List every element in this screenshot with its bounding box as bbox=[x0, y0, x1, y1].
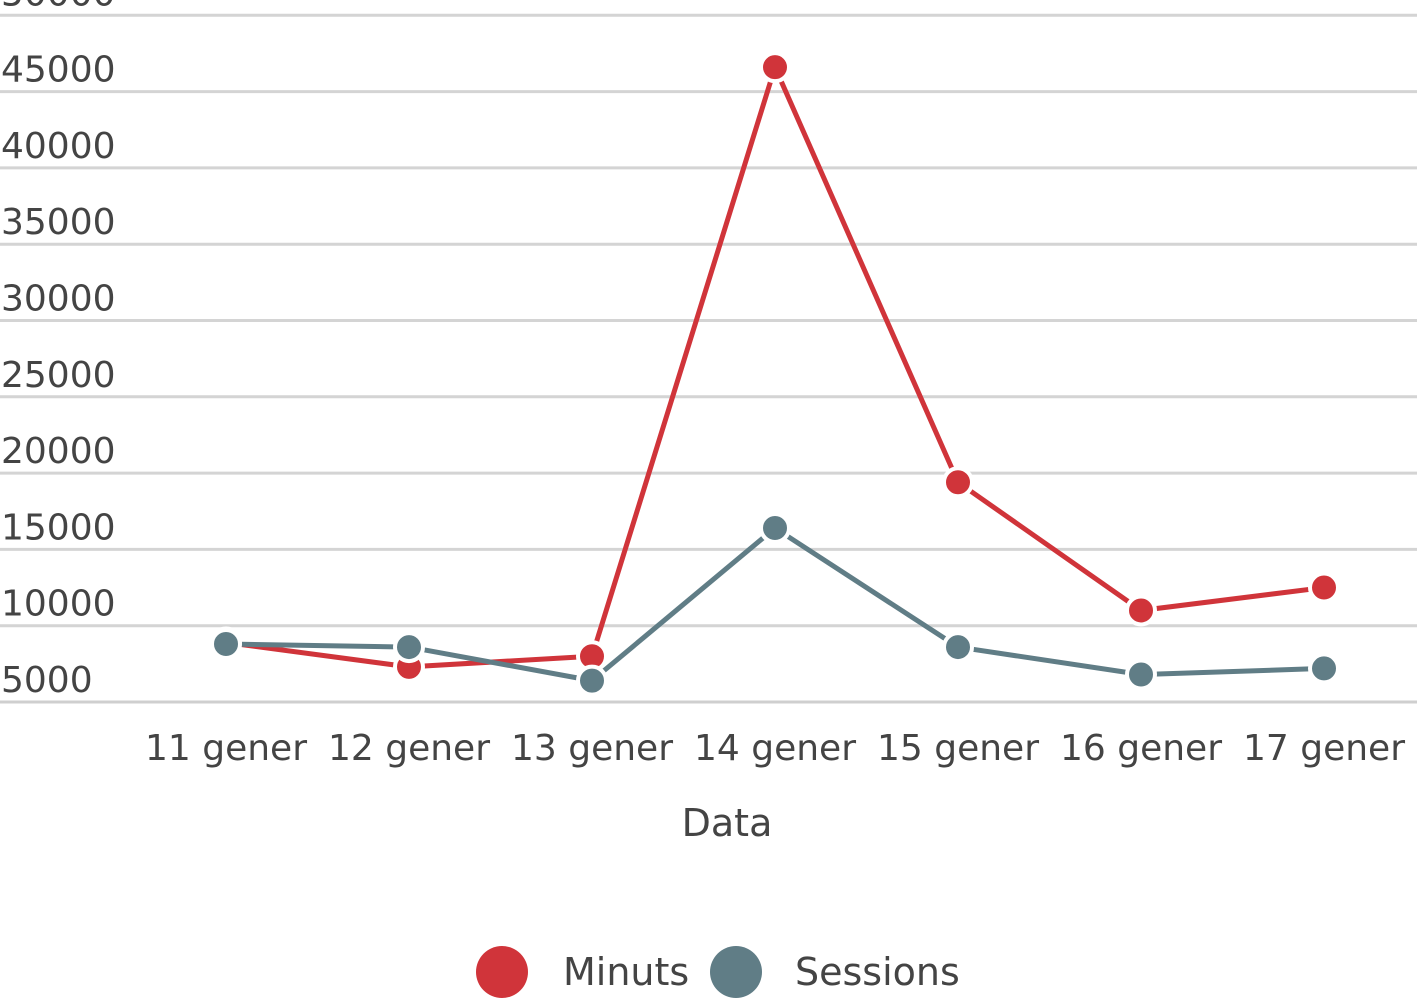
data-point-minuts[interactable] bbox=[1308, 571, 1340, 604]
y-tick-label: 25000 bbox=[1, 355, 116, 396]
x-tick-label: 11 gener bbox=[145, 728, 307, 769]
series-points bbox=[210, 51, 1340, 697]
series-line-sessions bbox=[223, 525, 1327, 684]
series-lines bbox=[223, 64, 1327, 684]
x-tick-label: 17 gener bbox=[1243, 728, 1405, 769]
y-tick-label: 20000 bbox=[1, 431, 116, 472]
data-point-minuts[interactable] bbox=[1125, 594, 1157, 627]
y-tick-label: 40000 bbox=[1, 126, 116, 167]
y-tick-label: 5000 bbox=[1, 660, 93, 701]
data-point-sessions[interactable] bbox=[210, 628, 242, 661]
x-tick-label: 16 gener bbox=[1060, 728, 1222, 769]
data-point-sessions[interactable] bbox=[393, 631, 425, 664]
legend-label-sessions[interactable]: Sessions bbox=[795, 950, 960, 994]
y-tick-label: 35000 bbox=[1, 202, 116, 243]
y-tick-label: 50000 bbox=[1, 0, 116, 14]
data-point-sessions[interactable] bbox=[1308, 652, 1340, 685]
legend-label-minuts[interactable]: Minuts bbox=[563, 950, 689, 994]
y-tick-label: 10000 bbox=[1, 584, 116, 625]
y-axis-ticks: 5000 10000 15000 20000 25000 30000 35000 40000 4… bbox=[1, 0, 116, 701]
data-point-minuts[interactable] bbox=[942, 466, 974, 499]
y-tick-label: 15000 bbox=[1, 507, 116, 548]
x-axis-ticks: 11 gener 12 gener 13 gener 14 gener 15 gener… bbox=[145, 728, 1405, 769]
x-tick-label: 13 gener bbox=[511, 728, 673, 769]
x-tick-label: 12 gener bbox=[328, 728, 490, 769]
x-tick-label: 14 gener bbox=[694, 728, 856, 769]
y-tick-label: 45000 bbox=[1, 50, 116, 91]
x-tick-label: 15 gener bbox=[877, 728, 1039, 769]
data-point-sessions[interactable] bbox=[1125, 658, 1157, 691]
legend-marker-sessions[interactable] bbox=[710, 946, 762, 998]
y-tick-label: 30000 bbox=[1, 279, 116, 320]
data-point-minuts[interactable] bbox=[759, 51, 791, 84]
legend-marker-minuts[interactable] bbox=[476, 946, 528, 998]
data-point-sessions[interactable] bbox=[759, 512, 791, 545]
x-axis-title: Data bbox=[682, 801, 773, 845]
data-point-sessions[interactable] bbox=[942, 631, 974, 664]
legend: Minuts Sessions bbox=[476, 946, 960, 998]
data-point-sessions[interactable] bbox=[576, 664, 608, 697]
gridlines bbox=[0, 13, 1417, 704]
series-line-minuts bbox=[223, 64, 1327, 670]
